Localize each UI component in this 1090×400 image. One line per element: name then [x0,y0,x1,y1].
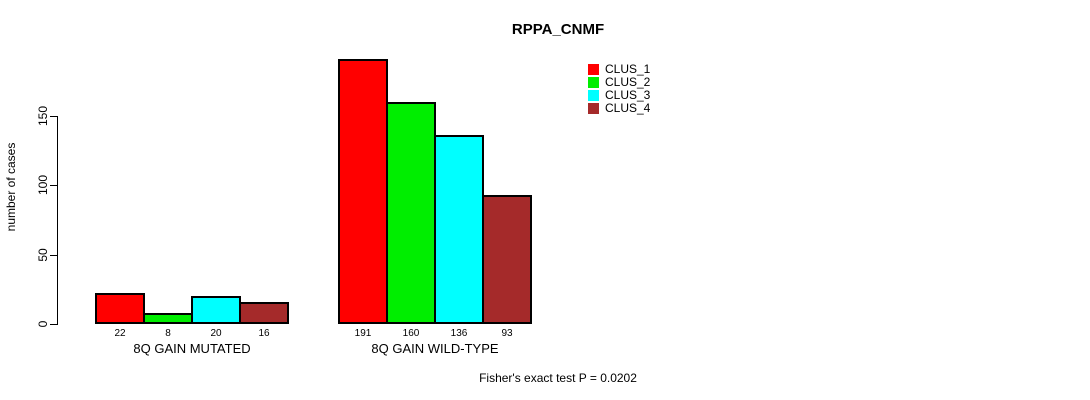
bar-value-clus-1-8q-gain-wild-type: 191 [354,328,372,339]
legend-label-clus-4: CLUS_4 [605,101,651,115]
y-axis-label: number of cases [4,142,18,232]
legend-item-clus-3: CLUS_3 [588,89,650,102]
bar-value-clus-2-8q-gain-mutated: 8 [165,328,171,339]
legend-swatch-clus-2 [588,77,599,88]
y-tick-50 [50,255,57,256]
bar-value-clus-3-8q-gain-wild-type: 136 [450,328,468,339]
legend-label-clus-1: CLUS_1 [605,62,651,76]
bar-clus-2-8q-gain-wild-type [386,102,436,324]
fisher-test-note: Fisher's exact test P = 0.0202 [479,371,637,385]
legend-swatch-clus-4 [588,103,599,114]
legend-swatch-clus-1 [588,64,599,75]
bar-clus-1-8q-gain-wild-type [338,59,388,324]
y-tick-label-0: 0 [36,320,50,328]
y-tick-150 [50,116,57,117]
bar-value-clus-4-8q-gain-mutated: 16 [258,328,270,339]
bar-value-clus-3-8q-gain-mutated: 20 [210,328,222,339]
y-tick-label-150: 150 [36,105,50,127]
legend-item-clus-1: CLUS_1 [588,63,650,76]
category-label-8q-gain-mutated: 8Q GAIN MUTATED [133,341,251,356]
legend: CLUS_1 CLUS_2 CLUS_3 CLUS_4 [588,63,650,115]
bar-clus-2-8q-gain-mutated [143,313,193,324]
bar-clus-3-8q-gain-mutated [191,296,241,324]
y-tick-0 [50,324,57,325]
legend-label-clus-3: CLUS_3 [605,88,651,102]
bar-clus-3-8q-gain-wild-type [434,135,484,324]
legend-label-clus-2: CLUS_2 [605,75,651,89]
y-tick-label-100: 100 [36,174,50,196]
legend-item-clus-4: CLUS_4 [588,102,650,115]
bar-value-clus-4-8q-gain-wild-type: 93 [501,328,513,339]
legend-swatch-clus-3 [588,90,599,101]
y-tick-label-50: 50 [36,248,50,262]
bar-value-clus-2-8q-gain-wild-type: 160 [402,328,420,339]
chart-title: RPPA_CNMF [511,21,605,38]
legend-item-clus-2: CLUS_2 [588,76,650,89]
bar-clus-4-8q-gain-mutated [239,302,289,324]
bar-clus-1-8q-gain-mutated [95,293,145,324]
y-axis-spine [57,116,58,325]
y-tick-100 [50,185,57,186]
category-label-8q-gain-wild-type: 8Q GAIN WILD-TYPE [371,341,499,356]
bar-value-clus-1-8q-gain-mutated: 22 [114,328,126,339]
bar-clus-4-8q-gain-wild-type [482,195,532,324]
